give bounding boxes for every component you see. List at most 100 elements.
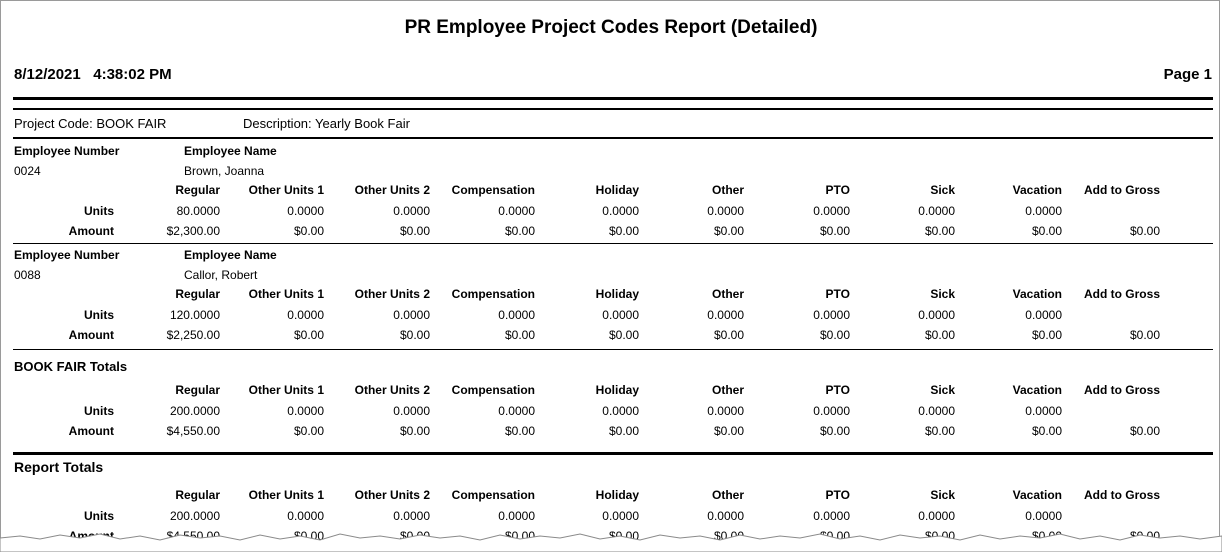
units-value: 0.0000 xyxy=(1025,308,1062,322)
column-header: PTO xyxy=(825,287,850,301)
column-header: Regular xyxy=(175,383,220,397)
units-value: 0.0000 xyxy=(918,404,955,418)
amount-value: $0.00 xyxy=(713,224,744,238)
column-header: Vacation xyxy=(1012,183,1062,197)
column-header: Add to Gross xyxy=(1083,183,1160,197)
amount-value: $0.00 xyxy=(1129,424,1160,438)
column-header: Other xyxy=(711,287,744,301)
column-header: Compensation xyxy=(451,287,535,301)
units-value: 0.0000 xyxy=(287,204,324,218)
column-header: Compensation xyxy=(451,183,535,197)
units-value: 0.0000 xyxy=(287,404,324,418)
amount-value: $0.00 xyxy=(293,224,324,238)
amount-value: $0.00 xyxy=(293,424,324,438)
units-label: Units xyxy=(84,404,114,418)
employee-name: Brown, Joanna xyxy=(184,164,265,178)
column-header: PTO xyxy=(825,183,850,197)
units-value: 0.0000 xyxy=(813,509,850,523)
units-value: 0.0000 xyxy=(602,509,639,523)
amount-value: $0.00 xyxy=(1031,224,1062,238)
amount-value: $0.00 xyxy=(713,328,744,342)
column-header: Other Units 2 xyxy=(354,383,430,397)
amount-value: $0.00 xyxy=(819,424,850,438)
amount-value: $2,300.00 xyxy=(166,224,220,238)
column-header: Holiday xyxy=(595,488,639,502)
column-header: Sick xyxy=(930,488,955,502)
column-header: Holiday xyxy=(595,287,639,301)
report-title: PR Employee Project Codes Report (Detail… xyxy=(404,17,818,38)
units-value: 0.0000 xyxy=(707,509,744,523)
column-header: Other xyxy=(711,183,744,197)
employee-number-label: Employee Number xyxy=(14,248,120,262)
units-value: 0.0000 xyxy=(707,404,744,418)
column-header: Regular xyxy=(175,183,220,197)
employee-number: 0088 xyxy=(14,268,41,282)
amount-value: $0.00 xyxy=(608,424,639,438)
report-date: 8/12/2021 xyxy=(14,66,81,83)
units-value: 0.0000 xyxy=(1025,509,1062,523)
column-header: PTO xyxy=(825,488,850,502)
column-header: Other Units 1 xyxy=(248,287,324,301)
amount-value: $0.00 xyxy=(399,328,430,342)
employee-divider xyxy=(13,243,1213,244)
report-totals-label: Report Totals xyxy=(14,459,104,475)
employee-divider xyxy=(13,349,1213,350)
column-header: Compensation xyxy=(451,488,535,502)
units-value: 0.0000 xyxy=(287,509,324,523)
units-label: Units xyxy=(84,204,114,218)
column-header: Sick xyxy=(930,383,955,397)
column-header: PTO xyxy=(825,383,850,397)
column-header: Add to Gross xyxy=(1083,488,1160,502)
column-header: Other Units 2 xyxy=(354,488,430,502)
employee-name: Callor, Robert xyxy=(184,268,258,282)
project-totals-label: BOOK FAIR Totals xyxy=(14,359,128,374)
column-header: Vacation xyxy=(1012,287,1062,301)
amount-value: $4,550.00 xyxy=(166,424,220,438)
column-header: Add to Gross xyxy=(1083,287,1160,301)
units-value: 0.0000 xyxy=(393,404,430,418)
units-value: 0.0000 xyxy=(707,204,744,218)
amount-value: $0.00 xyxy=(608,328,639,342)
amount-value: $0.00 xyxy=(504,424,535,438)
column-header: Other xyxy=(711,383,744,397)
units-label: Units xyxy=(84,509,114,523)
header-rule-bottom xyxy=(13,108,1213,110)
units-value: 0.0000 xyxy=(498,404,535,418)
column-header: Add to Gross xyxy=(1083,383,1160,397)
column-header: Other xyxy=(711,488,744,502)
report-datetime: 8/12/2021 4:38:02 PM xyxy=(14,66,172,83)
units-value: 0.0000 xyxy=(1025,404,1062,418)
torn-edge xyxy=(0,533,1222,552)
amount-value: $0.00 xyxy=(293,328,324,342)
column-header: Other Units 1 xyxy=(248,488,324,502)
units-value: 0.0000 xyxy=(393,204,430,218)
units-value: 0.0000 xyxy=(602,308,639,322)
units-value: 0.0000 xyxy=(707,308,744,322)
column-header: Other Units 2 xyxy=(354,287,430,301)
amount-value: $0.00 xyxy=(1129,224,1160,238)
units-value: 0.0000 xyxy=(918,204,955,218)
employee-name-label: Employee Name xyxy=(184,248,277,262)
units-value: 0.0000 xyxy=(918,308,955,322)
column-header: Regular xyxy=(175,287,220,301)
column-header: Regular xyxy=(175,488,220,502)
amount-value: $0.00 xyxy=(399,224,430,238)
units-value: 0.0000 xyxy=(498,204,535,218)
column-header: Sick xyxy=(930,183,955,197)
project-description: Description: Yearly Book Fair xyxy=(243,116,410,131)
units-value: 0.0000 xyxy=(813,404,850,418)
employee-name-label: Employee Name xyxy=(184,144,277,158)
column-header: Sick xyxy=(930,287,955,301)
amount-value: $0.00 xyxy=(924,424,955,438)
column-header: Compensation xyxy=(451,383,535,397)
units-value: 0.0000 xyxy=(393,308,430,322)
units-value: 0.0000 xyxy=(498,509,535,523)
units-value: 200.0000 xyxy=(169,509,220,523)
column-header: Other Units 1 xyxy=(248,383,324,397)
amount-value: $0.00 xyxy=(504,328,535,342)
column-header: Other Units 2 xyxy=(354,183,430,197)
amount-label: Amount xyxy=(68,424,114,438)
units-value: 0.0000 xyxy=(287,308,324,322)
project-rule xyxy=(13,137,1213,139)
